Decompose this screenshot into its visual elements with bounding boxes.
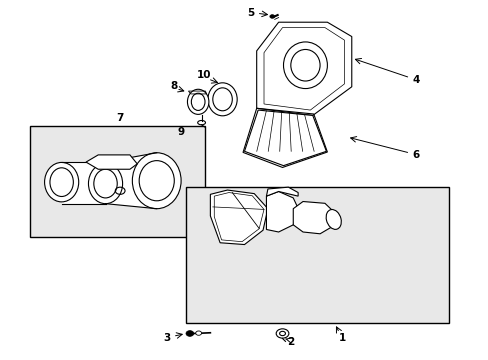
Ellipse shape <box>132 153 181 209</box>
Ellipse shape <box>283 42 327 89</box>
Ellipse shape <box>88 163 122 204</box>
Polygon shape <box>266 187 298 196</box>
Text: 6: 6 <box>412 150 419 160</box>
Ellipse shape <box>269 15 274 18</box>
Text: 9: 9 <box>177 127 184 136</box>
Polygon shape <box>105 153 157 209</box>
Bar <box>185 187 448 323</box>
Polygon shape <box>293 202 335 234</box>
Text: 5: 5 <box>246 8 253 18</box>
Ellipse shape <box>325 210 341 229</box>
Text: 4: 4 <box>412 75 419 85</box>
Ellipse shape <box>187 89 208 114</box>
Polygon shape <box>86 155 137 169</box>
Text: 8: 8 <box>170 81 177 91</box>
Ellipse shape <box>207 83 237 116</box>
Polygon shape <box>210 190 267 244</box>
Text: 2: 2 <box>286 337 294 347</box>
Text: 10: 10 <box>197 70 211 80</box>
Bar <box>30 126 205 237</box>
Polygon shape <box>256 22 351 116</box>
Polygon shape <box>61 162 105 204</box>
Ellipse shape <box>44 162 79 202</box>
Text: 3: 3 <box>163 333 170 343</box>
Ellipse shape <box>276 329 288 338</box>
Polygon shape <box>266 192 299 232</box>
Text: 7: 7 <box>116 113 123 123</box>
Polygon shape <box>244 110 326 166</box>
Ellipse shape <box>195 331 201 335</box>
Text: 1: 1 <box>338 333 345 343</box>
Ellipse shape <box>185 330 193 336</box>
